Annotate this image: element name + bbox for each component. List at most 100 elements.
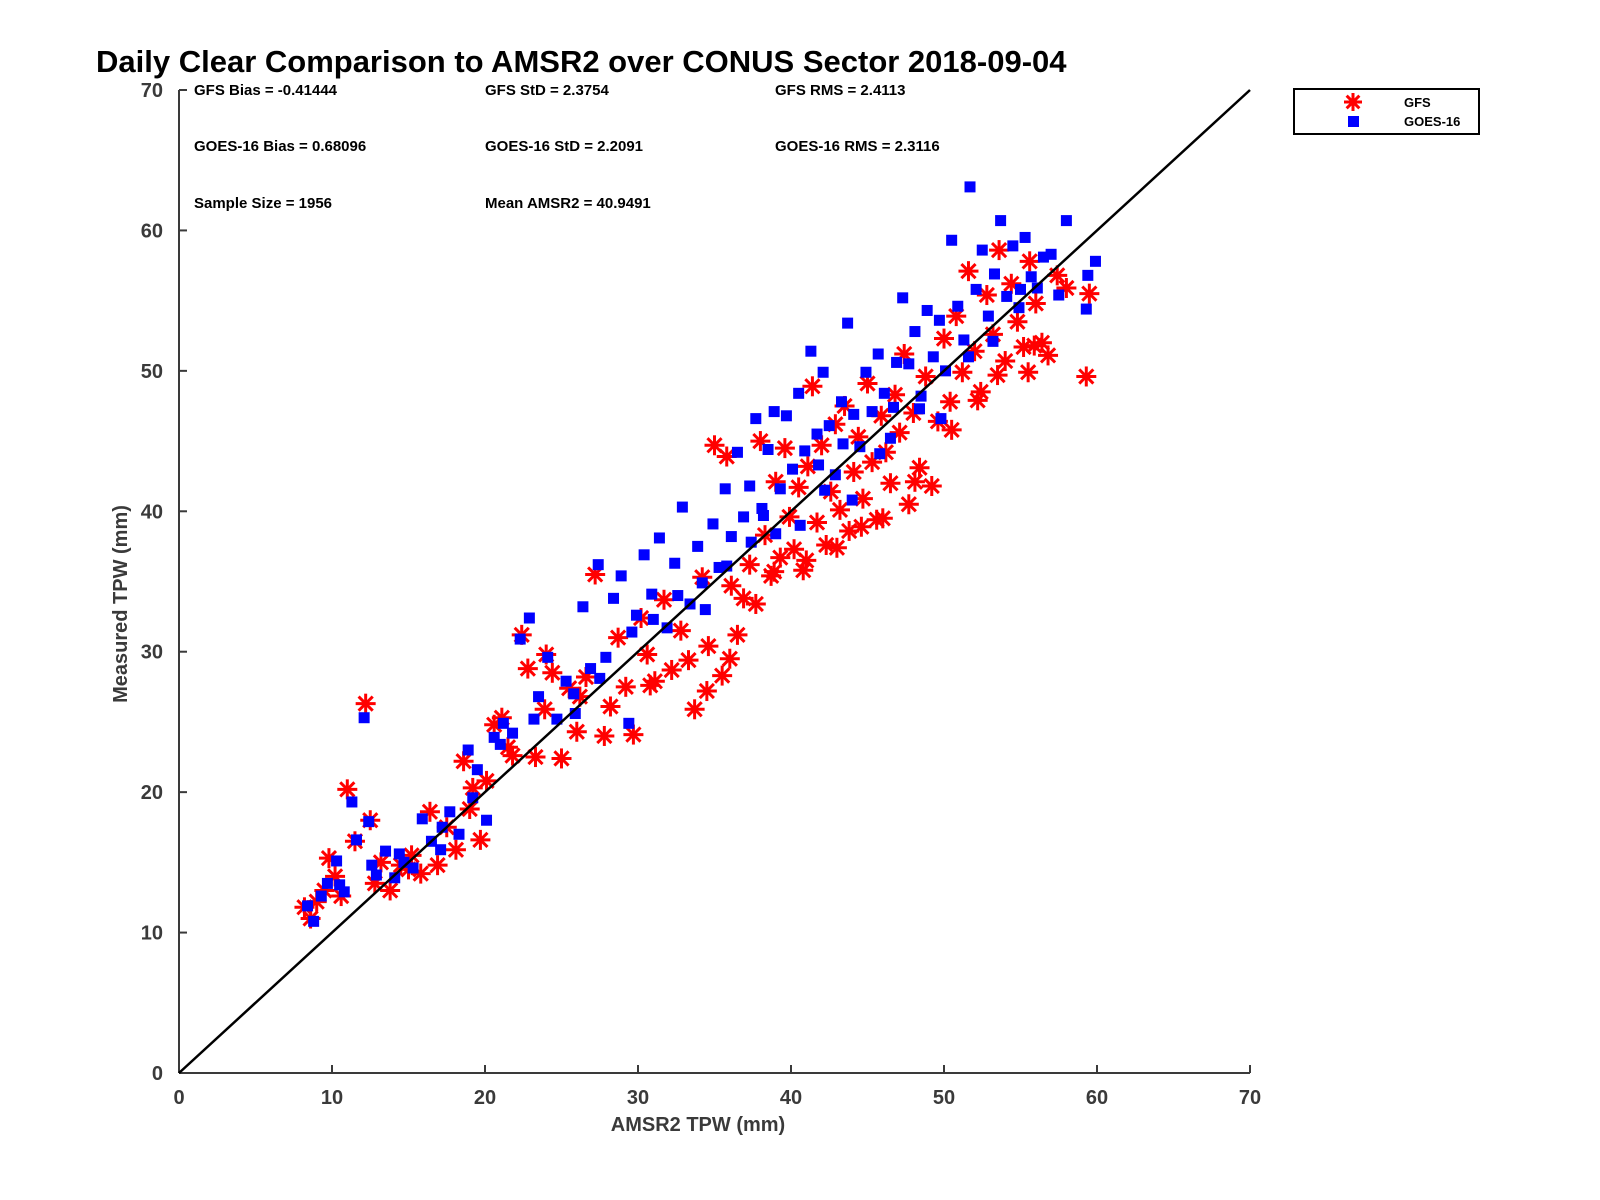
goes16-point: [915, 390, 927, 402]
gfs-point: [670, 620, 691, 641]
y-tick-label: 40: [141, 501, 163, 523]
goes16-point: [964, 181, 976, 193]
x-tick-label: 30: [627, 1087, 649, 1109]
goes16-point: [321, 877, 333, 889]
goes16-point: [416, 813, 428, 825]
goes16-point: [1025, 271, 1037, 283]
gfs-point: [952, 362, 973, 383]
goes16-point: [471, 764, 483, 776]
y-tick-label: 0: [152, 1063, 163, 1085]
gfs-point: [727, 624, 748, 645]
goes16-point: [744, 480, 756, 492]
goes16-point: [805, 345, 817, 357]
goes16-point: [1089, 255, 1101, 267]
gfs-point: [774, 438, 795, 459]
gfs-point: [779, 506, 800, 527]
goes16-point: [780, 410, 792, 422]
legend-gfs-label: GFS: [1404, 95, 1431, 110]
gfs-point: [745, 593, 766, 614]
gfs-point: [615, 676, 636, 697]
gfs-point: [1019, 251, 1040, 272]
goes16-point: [823, 420, 835, 432]
y-axis-label: Measured TPW (mm): [110, 505, 132, 703]
goes16-point: [946, 234, 958, 246]
x-tick-label: 10: [321, 1087, 343, 1109]
gfs-point: [872, 508, 893, 529]
goes16-point: [315, 890, 327, 902]
goes16-point: [453, 828, 465, 840]
goes16-point: [647, 613, 659, 625]
goes16-point: [897, 292, 909, 304]
gfs-point: [470, 829, 491, 850]
goes16-point: [577, 601, 589, 613]
goes16-point: [672, 590, 684, 602]
x-tick-label: 0: [173, 1087, 184, 1109]
gfs-point: [1024, 335, 1045, 356]
goes16-point: [927, 351, 939, 363]
goes16-point: [707, 518, 719, 530]
goes16-point: [370, 869, 382, 881]
goes16-point: [872, 348, 884, 360]
gfs-point: [721, 575, 742, 596]
goes16-point: [542, 651, 554, 663]
goes16-point: [813, 459, 825, 471]
goes16-point: [436, 821, 448, 833]
gfs-point: [355, 693, 376, 714]
goes16-series: [302, 181, 1101, 927]
gfs-point: [594, 725, 615, 746]
gfs-point: [542, 662, 563, 683]
gfs-point: [1079, 283, 1100, 304]
gfs-point: [696, 681, 717, 702]
goes16-point: [935, 413, 947, 425]
goes16-point: [987, 335, 999, 347]
goes16-point: [909, 326, 921, 338]
goes16-point: [713, 561, 725, 573]
goes16-point: [995, 215, 1007, 227]
gfs-point: [852, 488, 873, 509]
gfs-point: [698, 636, 719, 657]
goes16-point: [988, 268, 1000, 280]
goes16-point: [848, 408, 860, 420]
stat-sample-size: Sample Size = 1956: [194, 195, 332, 212]
goes16-point: [842, 317, 854, 329]
legend-goes16-label: GOES-16: [1404, 114, 1460, 129]
goes16-point: [692, 540, 704, 552]
goes16-point: [762, 443, 774, 455]
goes16-point: [393, 848, 405, 860]
goes16-point: [1082, 269, 1094, 281]
gfs-point: [987, 365, 1008, 386]
goes16-point: [903, 358, 915, 370]
goes16-point: [976, 244, 988, 256]
goes16-point: [860, 366, 872, 378]
goes16-point: [958, 334, 970, 346]
goes16-point: [884, 432, 896, 444]
gfs-point: [534, 699, 555, 720]
goes16-point: [878, 387, 890, 399]
goes16-point: [389, 872, 401, 884]
gfs-point: [934, 328, 954, 349]
axes: [178, 90, 1250, 1074]
goes16-point: [569, 708, 581, 720]
gfs-point: [802, 376, 823, 397]
goes16-point: [653, 532, 665, 544]
goes16-point: [1001, 290, 1013, 302]
goes16-point: [774, 483, 786, 495]
y-tick-label: 60: [141, 220, 163, 242]
stat-gfs-bias: GFS Bias = -0.41444: [194, 82, 338, 99]
goes16-point: [444, 806, 456, 818]
goes16-point: [952, 300, 964, 312]
goes16-point: [600, 651, 612, 663]
gfs-point: [716, 446, 737, 467]
goes16-point: [745, 536, 757, 548]
goes16-point: [837, 438, 849, 450]
goes16-point: [738, 511, 750, 523]
gfs-point: [551, 748, 572, 769]
stat-goes16-std: GOES-16 StD = 2.2091: [485, 138, 643, 155]
x-tick-label: 20: [474, 1087, 496, 1109]
goes16-point: [770, 528, 782, 540]
gfs-point: [843, 461, 864, 482]
goes16-point: [334, 879, 346, 891]
y-tick-label: 50: [141, 361, 163, 383]
